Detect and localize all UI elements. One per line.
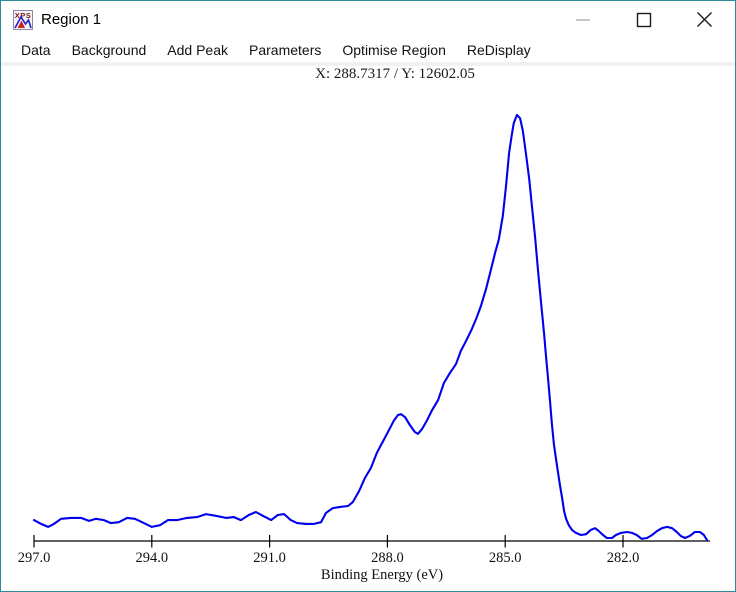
- minimize-button[interactable]: [552, 1, 613, 38]
- x-axis-title: Binding Energy (eV): [321, 567, 443, 583]
- menu-item-data[interactable]: Data: [21, 42, 51, 58]
- maximize-button[interactable]: [613, 1, 674, 38]
- window-title: Region 1: [41, 11, 102, 28]
- x-axis-tick-label: 294.0: [135, 550, 168, 566]
- minimize-icon: [575, 18, 590, 21]
- spectrum-curve: [32, 113, 709, 542]
- x-axis-tick-label: 291.0: [253, 550, 286, 566]
- window-controls: [552, 1, 735, 38]
- x-axis-tick-label: 282.0: [607, 550, 640, 566]
- x-axis-tick-label: 288.0: [371, 550, 404, 566]
- xps-app-icon: XPS: [13, 9, 33, 30]
- menu-bar: Data Background Add Peak Parameters Optimise…: [1, 38, 735, 66]
- cursor-readout: X: 288.7317 / Y: 12602.05: [315, 66, 475, 82]
- maximize-icon: [636, 12, 651, 27]
- menu-item-parameters[interactable]: Parameters: [249, 42, 322, 58]
- menu-item-add-peak[interactable]: Add Peak: [167, 42, 229, 58]
- svg-text:XPS: XPS: [15, 11, 32, 20]
- menu-item-optimise-region[interactable]: Optimise Region: [342, 42, 446, 58]
- x-axis-tick-label: 285.0: [489, 550, 522, 566]
- x-axis-tick-label: 297.0: [18, 550, 51, 566]
- menu-item-redisplay[interactable]: ReDisplay: [466, 42, 531, 58]
- spectrum-plot[interactable]: 297.0 294.0 291.0 288.0 285.0 282.0 Binding En…: [1, 85, 736, 591]
- title-bar: XPS Region 1: [1, 1, 735, 38]
- close-button[interactable]: [674, 1, 735, 38]
- close-icon: [697, 12, 712, 27]
- menu-item-background[interactable]: Background: [71, 42, 147, 58]
